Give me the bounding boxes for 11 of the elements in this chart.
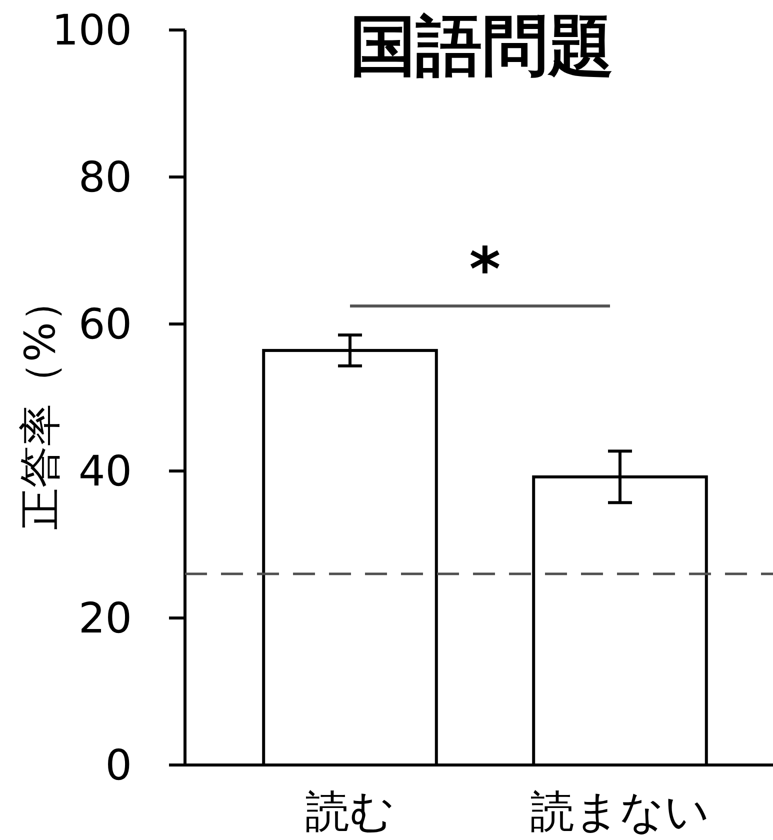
ytick: 20 [78, 594, 132, 642]
ytick: 80 [78, 152, 132, 202]
ylabel: 正答率（%） [16, 280, 64, 530]
annotation: * [469, 235, 501, 306]
ytick: 100 [52, 6, 132, 54]
xtick: 読む [306, 786, 394, 838]
xtick: 読まない [530, 786, 710, 838]
ytick: 0 [105, 740, 132, 790]
ytick: 60 [78, 300, 132, 348]
title: 国語問題 [350, 8, 614, 84]
ytick: 40 [78, 446, 132, 496]
